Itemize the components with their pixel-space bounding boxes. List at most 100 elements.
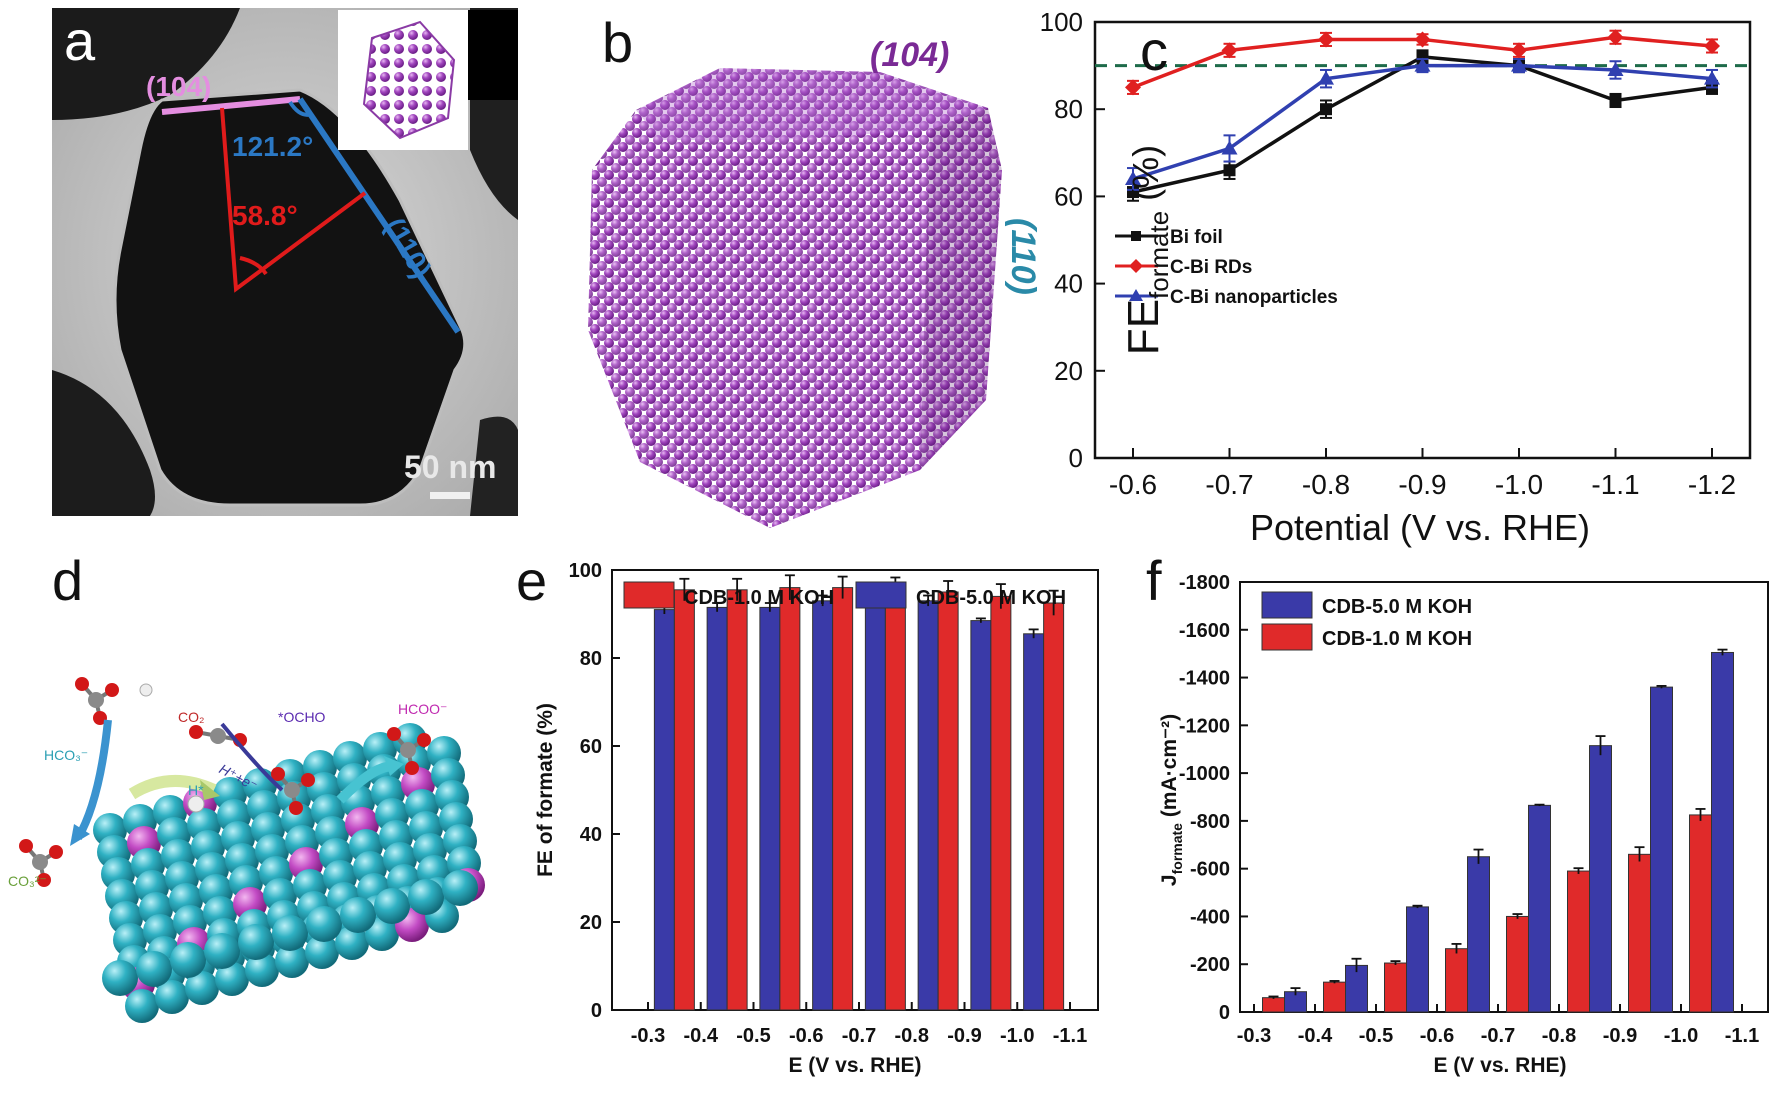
scale-bar-label: 50 nm bbox=[404, 449, 496, 485]
x-tick-label: -0.8 bbox=[895, 1025, 929, 1047]
bar bbox=[779, 587, 801, 1011]
facet-line-104 bbox=[161, 96, 301, 115]
surface-atom bbox=[185, 971, 219, 1005]
bar bbox=[812, 600, 834, 1011]
bar bbox=[1628, 853, 1651, 1013]
x-axis-label: E (V vs. RHE) bbox=[788, 1054, 921, 1077]
surface-atom bbox=[340, 897, 376, 933]
panel-b: b (104) (110) bbox=[588, 11, 1042, 528]
panel-label-b: b bbox=[602, 11, 633, 74]
facet-label-110: (110) bbox=[1004, 218, 1042, 295]
oxygen-atom bbox=[37, 873, 51, 887]
surface-atom bbox=[204, 933, 240, 969]
y-tick-label: 0 bbox=[591, 1000, 602, 1022]
x-tick-label: -1.1 bbox=[1725, 1025, 1759, 1047]
y-axis-label-sub: formate bbox=[1169, 823, 1185, 875]
y-tick-label: 100 bbox=[1040, 7, 1083, 37]
bar bbox=[1323, 981, 1346, 1013]
bar bbox=[937, 591, 959, 1011]
surface-atom bbox=[365, 917, 399, 951]
y-axis-label: FE of formate (%) bbox=[534, 703, 557, 877]
data-point bbox=[1125, 79, 1141, 96]
legend-marker bbox=[1129, 259, 1143, 273]
molecule-ocho bbox=[271, 767, 315, 815]
label-ocho: *OCHO bbox=[278, 709, 326, 725]
arrow-hco3-to-co3 bbox=[74, 719, 112, 841]
bar bbox=[1650, 686, 1673, 1013]
y-tick-label: 60 bbox=[580, 736, 602, 758]
angle-label-acute: 58.8° bbox=[232, 200, 298, 231]
label-co3: CO₃²⁻ bbox=[8, 873, 47, 889]
angle-label-obtuse: 121.2° bbox=[232, 131, 313, 162]
label-h-adsorbed: H* bbox=[188, 782, 204, 798]
molecule-hco3 bbox=[75, 677, 119, 725]
surface-atom bbox=[215, 962, 249, 996]
panel-a: (104) (110) 121.2° 58.8° 50 nm a bbox=[52, 8, 518, 516]
molecule-hcoo bbox=[387, 727, 431, 775]
bar bbox=[653, 609, 675, 1011]
data-point bbox=[1318, 31, 1334, 48]
data-point bbox=[1414, 31, 1431, 48]
carbon-atom bbox=[88, 692, 104, 708]
oxygen-atom bbox=[301, 773, 315, 787]
oxygen-atom bbox=[289, 801, 303, 815]
y-tick-label: -1600 bbox=[1179, 620, 1230, 642]
surface-atom bbox=[335, 926, 369, 960]
y-tick-label: -1200 bbox=[1179, 715, 1230, 737]
tem-particle-top-left bbox=[52, 8, 240, 120]
oxygen-atom bbox=[75, 677, 89, 691]
bar bbox=[1689, 814, 1712, 1013]
bar bbox=[1384, 962, 1407, 1013]
angle-arc-acute bbox=[239, 256, 268, 276]
surface-atom bbox=[275, 944, 309, 978]
x-tick-label: -1.1 bbox=[1591, 469, 1639, 500]
bar bbox=[1567, 870, 1590, 1013]
surface-atom bbox=[442, 870, 478, 906]
x-tick-label: -0.8 bbox=[1302, 469, 1350, 500]
y-tick-label: 20 bbox=[1054, 356, 1083, 386]
facet-label-104: (104) bbox=[146, 71, 211, 102]
data-point bbox=[1607, 61, 1624, 76]
panel-f-bar-chart: 0 -200 -400 -600 -800 -1000 -1200 -1400 -1600 -18… bbox=[1146, 549, 1769, 1077]
x-tick-label: -0.9 bbox=[947, 1025, 981, 1047]
legend-marker bbox=[1129, 289, 1143, 301]
x-tick-label: -0.7 bbox=[1481, 1025, 1515, 1047]
legend-label: CDB-1.0 M KOH bbox=[684, 587, 834, 609]
x-tick-label: -0.4 bbox=[684, 1025, 719, 1047]
label-hco3: HCO₃⁻ bbox=[44, 747, 88, 763]
bar bbox=[1506, 915, 1529, 1013]
legend-label: CDB-5.0 M KOH bbox=[1322, 596, 1472, 618]
label-hcoo: HCOO⁻ bbox=[398, 701, 447, 717]
catalyst-slab bbox=[93, 723, 485, 1023]
y-tick-label: -600 bbox=[1190, 859, 1230, 881]
legend-label: C-Bi RDs bbox=[1170, 257, 1252, 278]
legend-label: CDB-5.0 M KOH bbox=[916, 587, 1066, 609]
plot-frame bbox=[1239, 581, 1769, 1013]
x-tick-label: -0.3 bbox=[1237, 1025, 1271, 1047]
angle-construction-lines bbox=[220, 107, 367, 293]
y-tick-label: -1800 bbox=[1179, 572, 1230, 594]
bar bbox=[1528, 804, 1551, 1013]
surface-atom bbox=[306, 906, 342, 942]
y-tick-label: 20 bbox=[580, 912, 602, 934]
data-point bbox=[1704, 37, 1720, 54]
crystal-model bbox=[588, 68, 1002, 528]
panel-label-f: f bbox=[1146, 549, 1162, 612]
y-tick-label: -1000 bbox=[1179, 763, 1230, 785]
data-point bbox=[1704, 70, 1720, 85]
oxygen-atom bbox=[105, 683, 119, 697]
data-point bbox=[1221, 140, 1238, 155]
x-tick-label: -1.2 bbox=[1688, 469, 1736, 500]
surface-atom bbox=[245, 953, 279, 987]
y-axis-label: FEformate (%) bbox=[1119, 145, 1174, 355]
surface-atom bbox=[155, 980, 189, 1014]
oxygen-atom bbox=[19, 839, 33, 853]
surface-atom bbox=[305, 935, 339, 969]
carbon-atom bbox=[400, 742, 416, 758]
panel-c-line-chart: 0 20 40 60 80 100 -0.6 -0.7 -0.8 -0.9 -1.0 -1.1 -1.2… bbox=[1040, 7, 1752, 548]
oxygen-atom bbox=[189, 725, 203, 739]
y-tick-label: 60 bbox=[1054, 181, 1083, 211]
bar bbox=[970, 620, 992, 1011]
surface-atom bbox=[136, 951, 172, 987]
